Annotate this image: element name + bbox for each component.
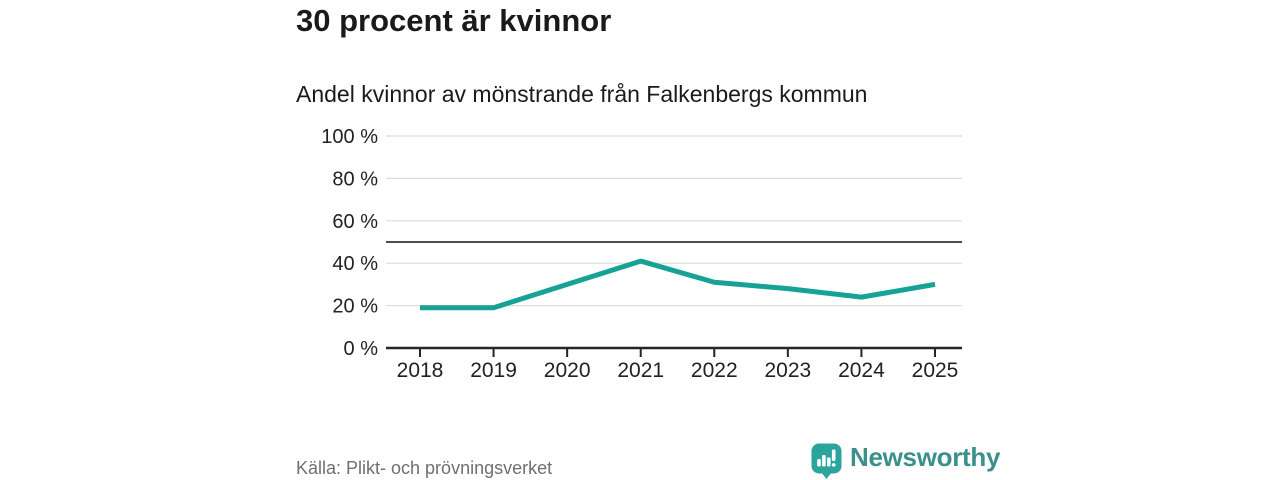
y-axis-tick-label: 40 % [332, 253, 378, 275]
logo-exclamation-dot [831, 462, 836, 466]
logo-bubble [811, 443, 842, 473]
newsworthy-wordmark: Newsworthy [850, 442, 1001, 472]
newsworthy-bubble-chart-icon [811, 443, 842, 479]
x-axis-tick-label: 2025 [912, 359, 959, 382]
logo-bubble-tail [821, 471, 832, 479]
y-axis-tick-label: 0 % [344, 338, 379, 360]
x-axis-tick-label: 2021 [617, 359, 664, 382]
newsworthy-logo: Newsworthy [811, 442, 1000, 479]
logo-bar-3 [827, 457, 831, 466]
chart-subtitle: Andel kvinnor av mönstrande från Falkenb… [296, 81, 868, 107]
x-axis-tick-label: 2023 [764, 359, 811, 382]
x-axis-tick-label: 2024 [838, 359, 885, 382]
x-axis-tick-label: 2018 [397, 359, 444, 382]
y-axis-tick-label: 80 % [332, 168, 378, 190]
y-axis-tick-label: 20 % [332, 296, 378, 318]
line-chart: 0 % 20 % 40 % 60 % 80 % 100 % 2018 2019 2020 2021… [321, 126, 962, 382]
x-axis-tick-label: 2019 [470, 359, 517, 382]
x-axis-tick-label: 2022 [691, 359, 738, 382]
y-axis-tick-label: 100 % [321, 126, 378, 148]
y-axis-tick-label: 60 % [332, 211, 378, 233]
data-line-andel-kvinnor [420, 258, 936, 311]
logo-bar-2 [822, 454, 826, 466]
x-axis-tick-label: 2020 [544, 359, 591, 382]
chart-title: 30 procent är kvinnor [296, 3, 612, 38]
logo-bar-1 [817, 458, 821, 466]
logo-exclamation-line [831, 449, 836, 461]
source-note: Källa: Plikt- och prövningsverket [296, 458, 553, 478]
